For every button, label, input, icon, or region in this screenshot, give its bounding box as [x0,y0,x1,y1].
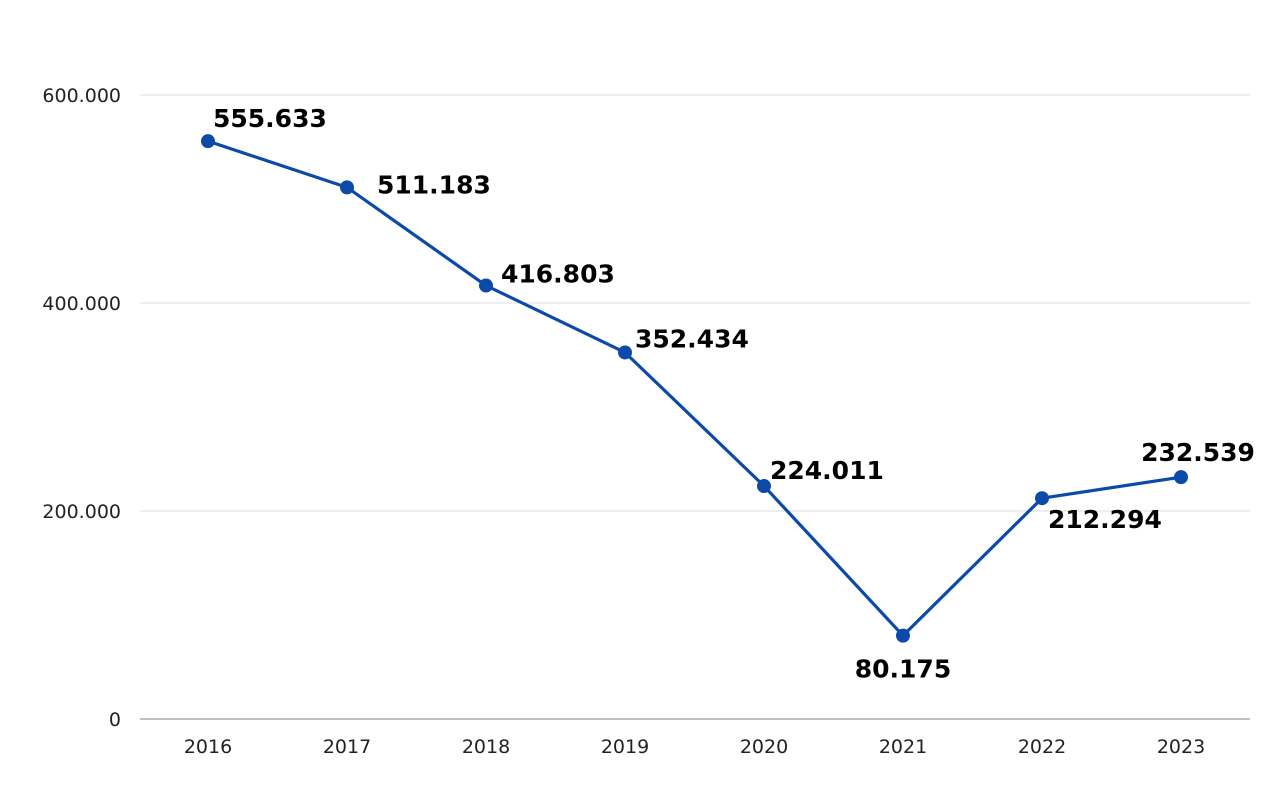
data-label: 555.633 [213,104,327,133]
data-label: 232.539 [1141,438,1255,467]
series-line [206,139,1183,638]
y-tick-label: 0 [109,709,121,731]
data-point [479,278,493,293]
x-tick-label: 2018 [462,736,510,758]
data-point [201,134,215,149]
data-point [618,345,632,360]
data-point [1035,491,1049,506]
y-tick-label: 400.000 [42,293,121,315]
x-tick-label: 2020 [740,736,788,758]
data-label: 212.294 [1048,505,1162,534]
data-point [896,628,910,643]
x-axis: 2016 2017 2018 2019 2020 2021 2022 2023 [184,736,1205,758]
data-label: 352.434 [635,324,749,353]
x-tick-label: 2016 [184,736,232,758]
chart-gridlines [140,94,1250,720]
data-point [1174,470,1188,485]
chart-series [201,134,1188,643]
x-tick-label: 2023 [1157,736,1205,758]
x-tick-label: 2022 [1018,736,1066,758]
x-tick-label: 2019 [601,736,649,758]
data-label: 416.803 [501,260,615,289]
data-label: 511.183 [377,170,491,199]
data-point [340,180,354,195]
data-label: 80.175 [855,655,951,684]
y-tick-label: 200.000 [42,501,121,523]
data-point [757,479,771,494]
x-tick-label: 2017 [323,736,371,758]
y-axis: 0 200.000 400.000 600.000 [42,85,121,731]
data-labels: 555.633 511.183 416.803 352.434 224.011 80.17… [213,104,1255,683]
x-tick-label: 2021 [879,736,927,758]
y-tick-label: 600.000 [42,85,121,107]
data-label: 224.011 [770,456,884,485]
